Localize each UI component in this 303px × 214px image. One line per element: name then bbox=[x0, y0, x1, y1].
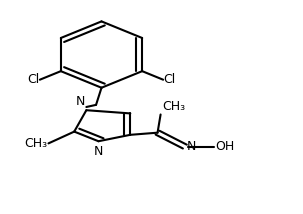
Text: Cl: Cl bbox=[163, 73, 175, 86]
Text: N: N bbox=[94, 145, 103, 158]
Text: OH: OH bbox=[215, 140, 235, 153]
Text: N: N bbox=[75, 95, 85, 108]
Text: Cl: Cl bbox=[28, 73, 40, 86]
Text: CH₃: CH₃ bbox=[24, 137, 47, 150]
Text: CH₃: CH₃ bbox=[162, 100, 185, 113]
Text: N: N bbox=[186, 140, 196, 153]
